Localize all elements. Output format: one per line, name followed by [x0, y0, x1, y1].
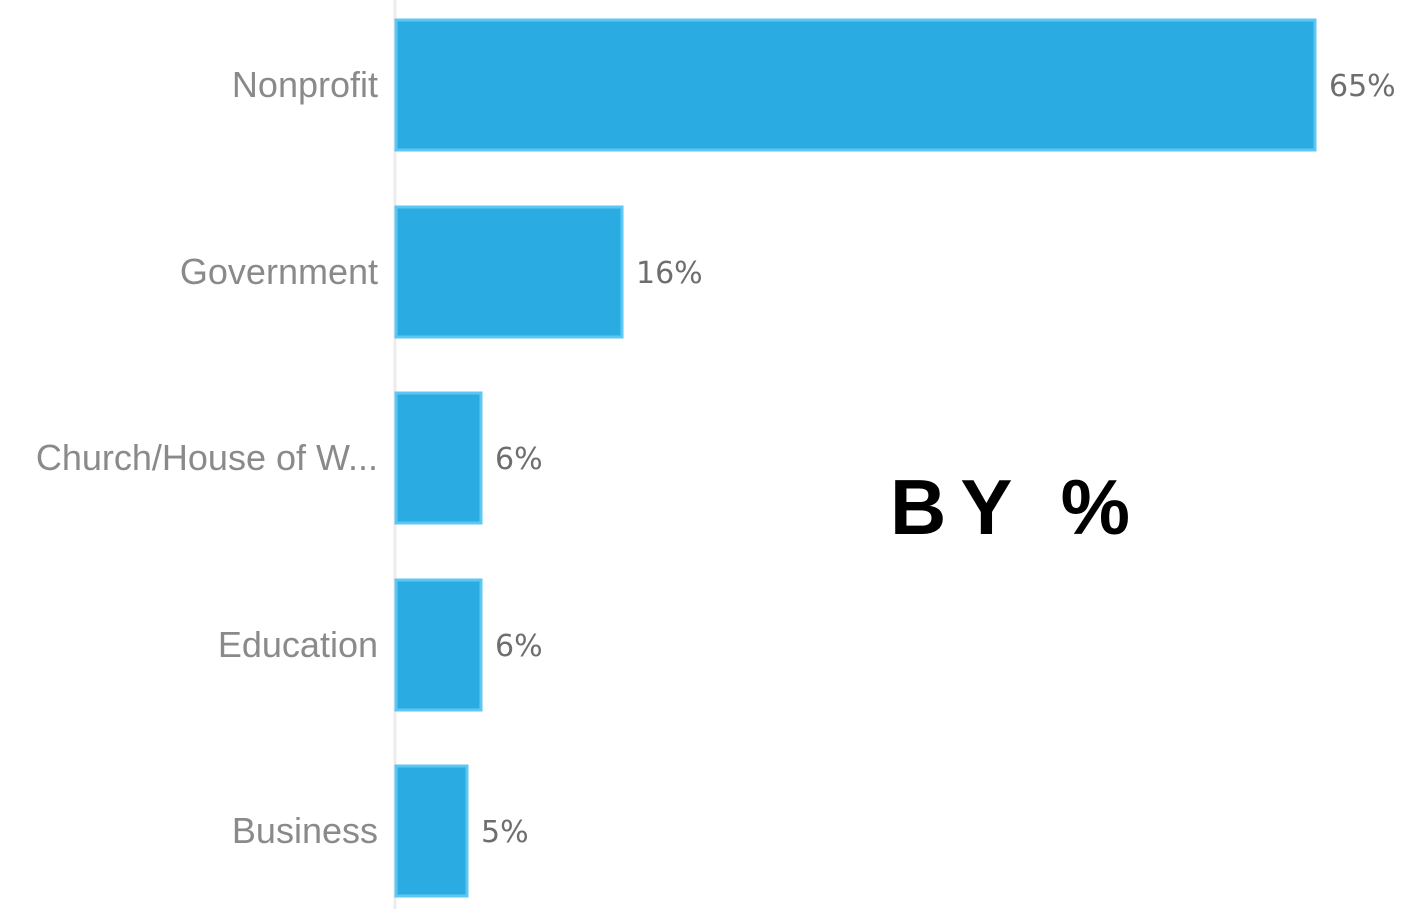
value-label-government: 16% [636, 256, 703, 291]
bar-government [394, 205, 624, 339]
bar-business [394, 764, 469, 898]
category-label-church-house-of-w: Church/House of W... [36, 437, 378, 478]
value-label-business: 5% [481, 815, 529, 850]
bar-church-house-of-w [394, 391, 483, 525]
category-label-education: Education [218, 624, 378, 665]
category-label-nonprofit: Nonprofit [232, 64, 378, 105]
chart-marks: Nonprofit 65% Government 16% Church/House of… [36, 18, 1396, 898]
bar-nonprofit [394, 18, 1317, 152]
value-label-church-house-of-w: 6% [495, 442, 543, 477]
value-label-education: 6% [495, 629, 543, 664]
category-label-government: Government [180, 251, 378, 292]
overlay-heading: BY % [890, 463, 1144, 551]
value-label-nonprofit: 65% [1329, 69, 1396, 104]
bar-education [394, 578, 483, 712]
category-label-business: Business [232, 810, 378, 851]
